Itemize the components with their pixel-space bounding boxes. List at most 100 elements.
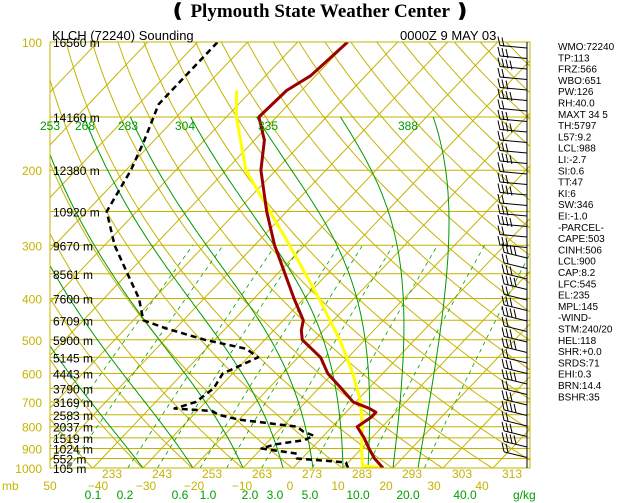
dry-adiabat [50,297,193,468]
wind-barb-flag [501,215,505,226]
mixing-ratio-label: 0.2 [117,488,134,502]
wind-barb-flag [501,337,505,347]
wind-barb-flag [501,358,505,368]
wind-barb [499,128,528,133]
wind-barb [499,107,528,112]
wind-barb [499,55,528,59]
isotherm-line [50,42,199,199]
wind-barb-flag [501,379,505,389]
wind-barb-flag [497,46,501,57]
wind-barb [499,139,528,143]
wind-barb [503,335,528,343]
stat-line: KI:6 [558,189,576,200]
wind-barb [499,233,528,238]
wind-barb-flag [505,307,509,317]
stat-line: TT:47 [558,178,583,189]
wind-barb-flag [501,68,505,79]
wind-barb-flag [505,48,509,59]
isotherm-line [242,165,530,468]
wind-barb-flag [505,433,509,443]
mixing-ratio-line [424,252,530,468]
isotherm-line [50,42,399,409]
wind-barb [499,170,528,175]
wind-barb-flag [501,306,505,316]
isotherm-line [342,270,530,468]
stat-line: WBO:651 [558,76,602,87]
wind-barb-flag [497,141,501,151]
moist-adiabat [50,153,244,468]
mixing-ratio-line [50,245,194,448]
theta-label: 233 [102,467,122,481]
wind-barb-flag [505,143,509,153]
wind-barb-flag [497,36,501,46]
wind-barb-flag [509,154,513,165]
height-label: 1519 m [53,432,93,446]
moist-adiabat [190,116,344,468]
stat-line: -PARCEL- [558,223,604,234]
stat-line: FRZ:566 [558,65,597,76]
stat-line: -WIND- [558,313,591,324]
wind-barb-flag [497,57,501,67]
theta-mid-label: 335 [258,119,278,133]
dry-adiabat [143,42,530,461]
height-label: 4443 m [53,367,93,381]
temperature-tick-label: −20 [184,479,205,493]
wind-barb-flag [505,153,509,164]
wind-barb-flag [501,400,505,410]
wind-barb-flag [497,225,501,235]
height-label: 5900 m [53,334,93,348]
wind-barb-flag [505,206,509,216]
wind-barb-flag [513,340,517,350]
wind-barb-flag [501,316,505,326]
wind-barb-flag [509,297,513,307]
wind-barb-flag [509,329,513,339]
height-label: 3169 m [53,396,93,410]
isotherm-line [50,42,299,304]
wind-barb-flag [505,174,509,185]
wind-barb-flag [501,274,505,284]
pressure-tick-label: 700 [22,396,42,410]
mixing-ratio-line [68,245,224,468]
mixing-ratio-line [366,245,485,468]
wind-barb-flag [501,89,505,100]
right-logo-icon: ❫ [454,1,471,22]
theta-label: 243 [152,467,172,481]
wind-barb-flag [497,120,501,130]
wind-barb-flag [505,237,509,248]
wind-barb-flag [509,434,513,444]
temperature-tick-label: −40 [88,479,109,493]
temperature-tick-label: 40 [475,479,489,493]
title-bar: ❪ Plymouth State Weather Center ❫ [0,0,640,24]
stat-line: SRDS:71 [558,358,600,369]
stat-line: LCL:900 [558,257,596,268]
height-label: 10920 m [53,206,100,220]
height-label: 14160 m [53,111,100,125]
theta-label: 283 [352,467,372,481]
height-label: 12380 m [53,164,100,178]
dry-adiabat [91,42,443,468]
wind-barb-flag [501,226,505,236]
wind-barb [499,212,528,217]
wind-barb [499,97,528,101]
dry-adiabat [169,42,530,431]
wind-barb-flag [497,88,501,99]
stat-line: LCL:988 [558,144,596,155]
height-label: 3790 m [53,382,93,396]
wind-barb-flag [501,285,505,295]
wind-barb-flag [513,246,517,256]
wind-barb [499,86,528,91]
moist-adiabat [340,116,405,468]
mixing-ratio-line [261,245,394,468]
wind-barb-flag [501,411,505,421]
wind-barb-flag [505,317,509,327]
wind-barb-flag [501,152,505,163]
wind-barb [499,44,528,49]
height-label: 552 m [53,453,86,467]
moist-adiabat [83,116,284,468]
wind-barb [499,181,528,185]
wind-barb-flag [501,121,505,131]
wind-barb-flag [497,183,501,193]
wind-barb-flag [497,99,501,109]
isotherm-line [50,42,249,251]
